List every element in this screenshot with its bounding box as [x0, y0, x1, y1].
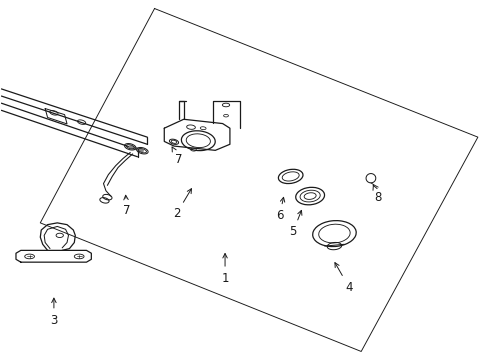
Text: 3: 3 [50, 298, 58, 327]
Text: 7: 7 [172, 147, 182, 166]
Text: 5: 5 [289, 210, 301, 238]
Text: 8: 8 [372, 185, 381, 204]
Text: 2: 2 [172, 189, 191, 220]
Text: 4: 4 [334, 263, 352, 294]
Text: 7: 7 [123, 195, 130, 217]
Text: 6: 6 [275, 197, 284, 222]
Text: 1: 1 [221, 253, 228, 285]
